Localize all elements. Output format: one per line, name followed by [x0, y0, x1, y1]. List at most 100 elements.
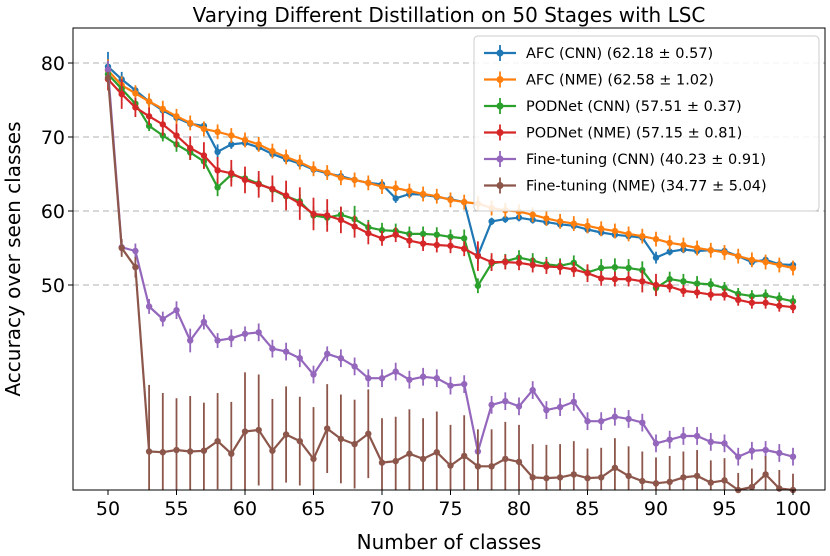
data-point: [296, 355, 303, 362]
data-point: [721, 249, 728, 256]
legend-label: AFC (NME) (62.58 ± 1.02): [526, 73, 714, 89]
data-point: [652, 281, 660, 289]
data-point: [639, 278, 646, 285]
data-point: [529, 474, 536, 481]
data-point: [214, 184, 221, 191]
data-point: [680, 278, 687, 285]
data-point: [529, 261, 536, 269]
data-point: [543, 474, 550, 482]
data-point: [406, 237, 413, 244]
data-point: [570, 266, 577, 273]
data-point: [584, 417, 591, 425]
data-point: [310, 210, 317, 218]
data-point: [228, 132, 235, 139]
data-point: [310, 455, 317, 463]
data-point: [200, 125, 208, 133]
data-point: [762, 258, 769, 266]
data-point: [666, 436, 673, 443]
data-point: [269, 345, 276, 352]
data-point: [474, 463, 482, 470]
data-point: [735, 252, 742, 260]
data-point: [461, 380, 468, 388]
data-point: [611, 264, 619, 271]
data-point: [269, 147, 276, 155]
data-point: [214, 128, 221, 136]
legend-box: [473, 35, 820, 212]
data-point: [693, 244, 701, 252]
data-point: [406, 450, 413, 457]
data-point: [214, 148, 221, 155]
data-point: [392, 457, 399, 465]
data-point: [419, 230, 427, 238]
data-point: [598, 417, 605, 425]
data-point: [789, 264, 797, 272]
data-point: [789, 304, 797, 311]
data-point: [187, 337, 194, 344]
data-point: [515, 403, 523, 410]
legend-item-4: Fine-tuning (CNN) (40.23 ± 0.91): [484, 151, 766, 168]
data-point: [611, 275, 619, 283]
data-point: [378, 375, 386, 382]
data-point: [419, 240, 427, 247]
data-point: [255, 181, 262, 188]
y-axis-ticks: 50 60 70 80: [41, 53, 73, 297]
data-point: [406, 187, 413, 195]
x-axis-label: Number of classes: [357, 530, 542, 554]
data-point: [187, 448, 194, 455]
data-point: [652, 480, 660, 487]
data-point: [433, 193, 440, 200]
data-point: [762, 446, 769, 454]
data-point: [598, 474, 605, 481]
data-point: [419, 373, 427, 380]
data-point: [337, 174, 345, 181]
data-point: [556, 403, 564, 411]
legend-swatch-marker: [496, 182, 504, 189]
data-point: [282, 192, 290, 199]
data-point: [488, 401, 495, 409]
data-point: [680, 474, 687, 481]
data-point: [378, 459, 386, 466]
data-point: [652, 440, 660, 447]
x-tick-label: 95: [712, 498, 736, 520]
data-point: [351, 223, 358, 230]
data-point: [392, 184, 399, 192]
legend-item-2: PODNet (CNN) (57.51 ± 0.37): [484, 98, 742, 115]
data-point: [598, 264, 605, 272]
data-point: [611, 464, 619, 471]
data-point: [378, 227, 386, 234]
data-point: [145, 303, 153, 310]
data-point: [145, 98, 153, 105]
data-point: [269, 185, 276, 192]
data-point: [337, 216, 345, 224]
data-point: [132, 264, 139, 271]
data-point: [351, 440, 358, 448]
data-point: [255, 141, 262, 148]
data-point: [776, 302, 783, 309]
data-point: [529, 211, 536, 218]
data-point: [433, 231, 440, 238]
data-point: [433, 449, 440, 456]
data-point: [639, 477, 646, 485]
data-point: [351, 363, 358, 370]
data-point: [707, 479, 714, 486]
data-point: [296, 437, 303, 445]
data-point: [666, 248, 673, 255]
data-point: [145, 448, 153, 455]
data-point: [652, 235, 660, 243]
data-point: [214, 337, 221, 344]
data-point: [104, 66, 112, 73]
data-point: [282, 431, 290, 438]
data-point: [529, 386, 536, 394]
data-point: [296, 158, 303, 166]
data-point: [762, 292, 769, 299]
data-point: [433, 375, 440, 382]
data-point: [392, 231, 399, 238]
data-point: [570, 471, 577, 478]
data-point: [228, 170, 235, 177]
data-point: [310, 371, 317, 378]
data-point: [241, 428, 249, 435]
data-point: [748, 299, 756, 306]
y-tick-label: 80: [41, 53, 65, 75]
data-point: [269, 447, 276, 454]
x-tick-label: 55: [164, 498, 188, 520]
